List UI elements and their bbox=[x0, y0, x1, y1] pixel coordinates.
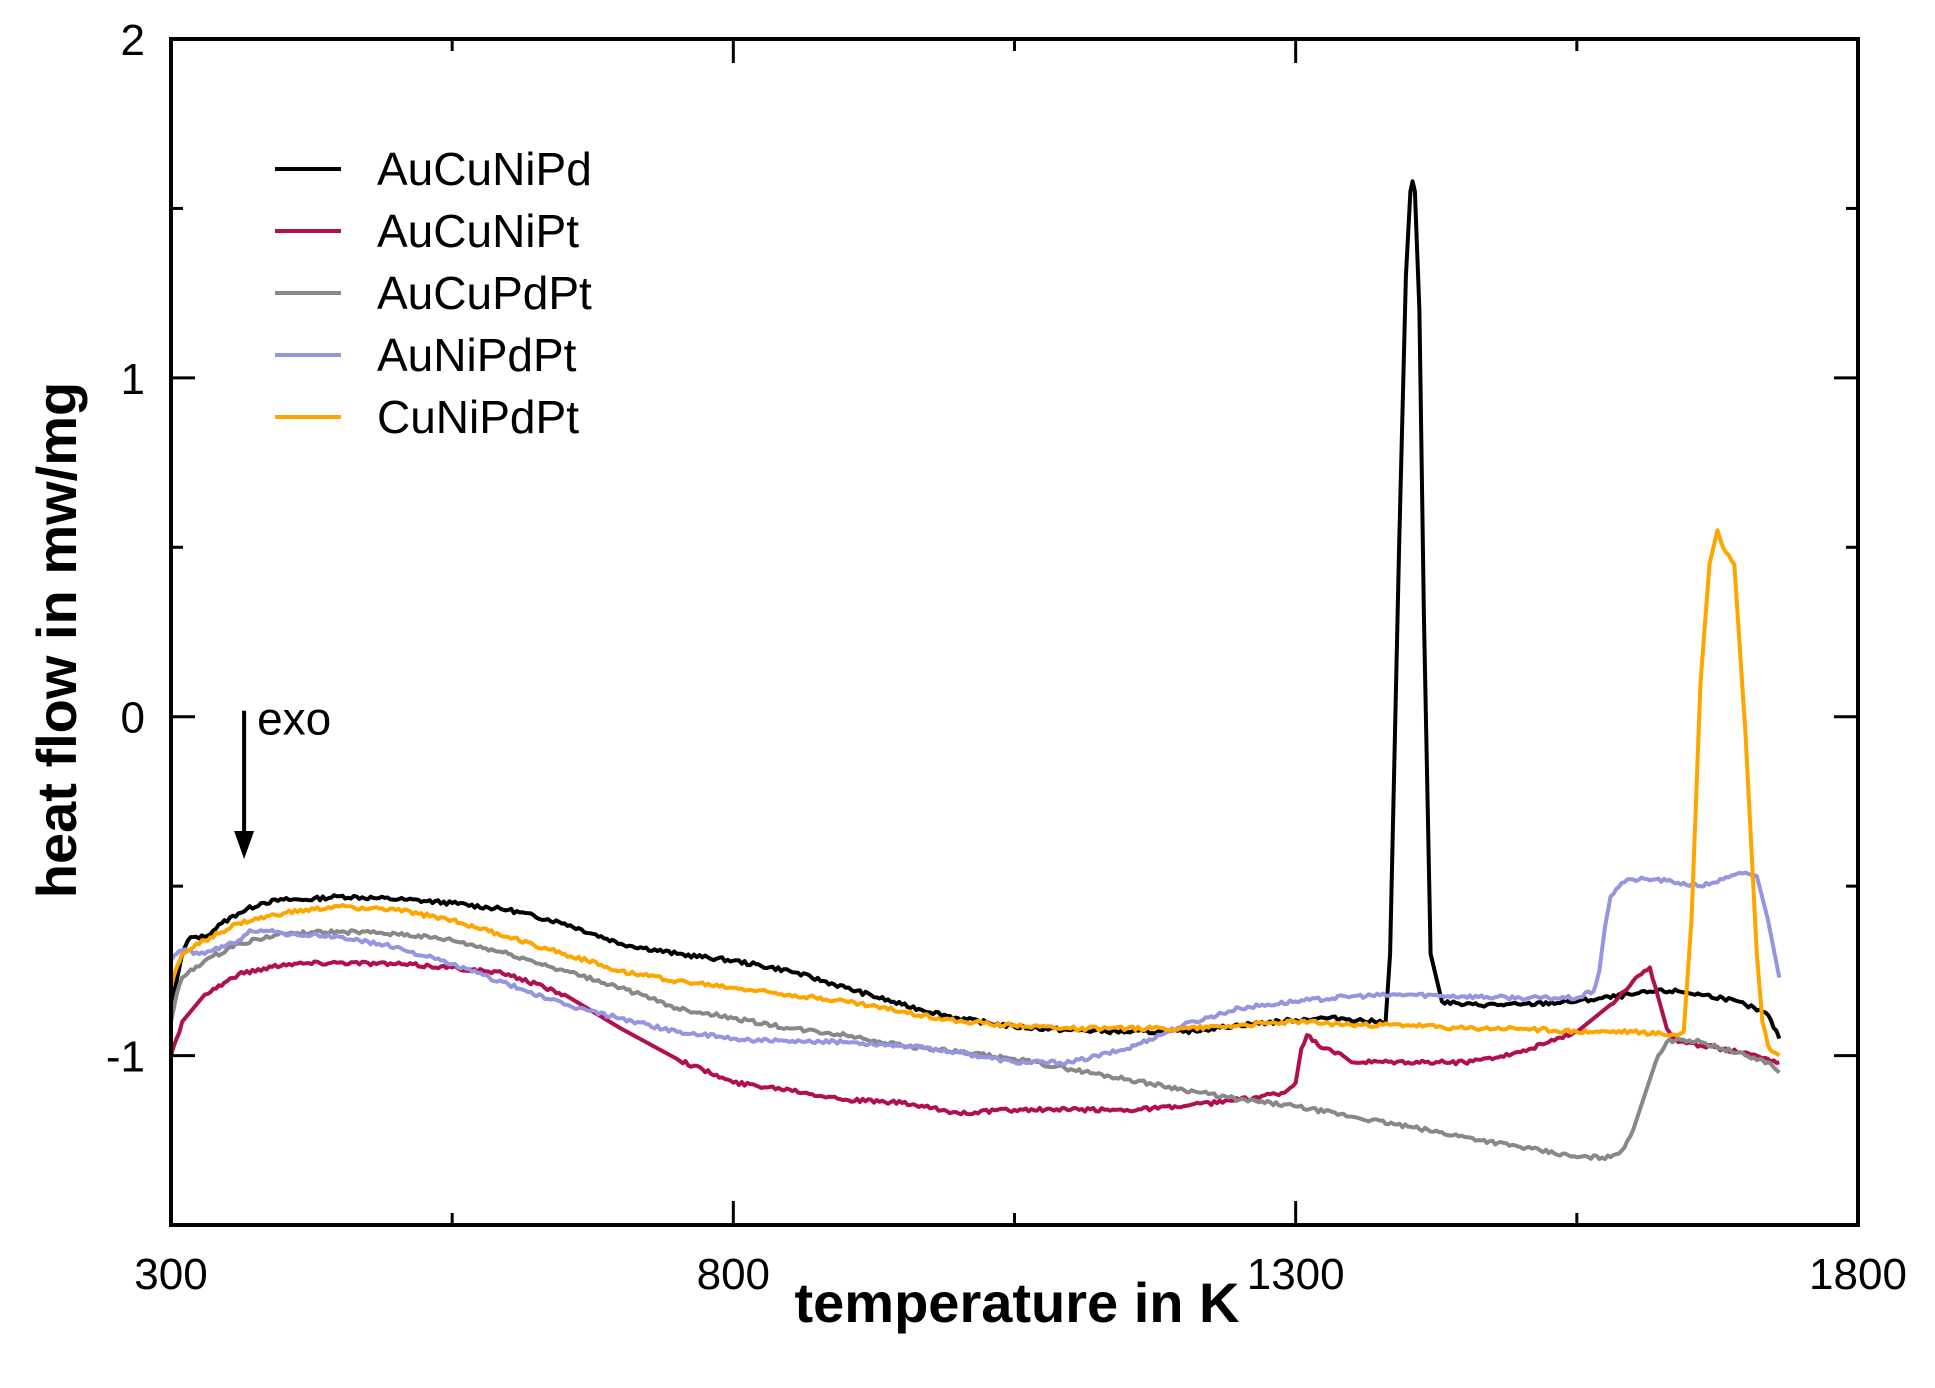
y-tick-label-0: 0 bbox=[121, 694, 145, 743]
legend: AuCuNiPd AuCuNiPt AuCuPdPt AuNiPdPt CuNiPdPt bbox=[275, 143, 592, 443]
exo-annotation: exo bbox=[234, 693, 331, 860]
plot-frame bbox=[169, 37, 1860, 1227]
legend-label-aucunipt: AuCuNiPt bbox=[377, 205, 579, 257]
x-tick-label-800: 800 bbox=[697, 1250, 770, 1299]
x-axis-title: temperature in K bbox=[795, 1271, 1240, 1334]
legend-label-aunipdpt: AuNiPdPt bbox=[377, 329, 577, 381]
y-axis-title: heat flow in mw/mg bbox=[25, 382, 88, 898]
exo-label: exo bbox=[257, 693, 331, 745]
legend-label-cunipdpt: CuNiPdPt bbox=[377, 391, 579, 443]
x-tick-label-300: 300 bbox=[134, 1250, 207, 1299]
tick-label-layer: 300 800 1300 1800 -1 0 1 2 bbox=[106, 16, 1907, 1299]
series-line-cunipdpt bbox=[169, 528, 1781, 1058]
exo-arrow-head bbox=[234, 831, 255, 860]
series-line-aucunipt bbox=[169, 959, 1780, 1117]
y-tick-label--1: -1 bbox=[106, 1033, 145, 1082]
y-tick-label-1: 1 bbox=[121, 355, 145, 404]
legend-label-aucunipd: AuCuNiPd bbox=[377, 143, 592, 195]
legend-label-aucupdpt: AuCuPdPt bbox=[377, 267, 592, 319]
x-tick-label-1300: 1300 bbox=[1247, 1250, 1345, 1299]
series-line-aunipdpt bbox=[169, 870, 1782, 1067]
y-tick-label-2: 2 bbox=[121, 16, 145, 65]
x-tick-label-1800: 1800 bbox=[1809, 1250, 1907, 1299]
series-layer bbox=[169, 179, 1782, 1162]
